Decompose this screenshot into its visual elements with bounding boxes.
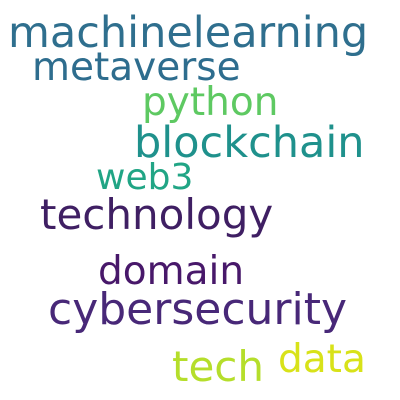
word-metaverse: metaverse bbox=[32, 45, 241, 90]
word-web3: web3 bbox=[96, 157, 194, 198]
word-blockchain: blockchain bbox=[134, 118, 365, 168]
word-domain: domain bbox=[98, 249, 245, 294]
word-tech: tech bbox=[172, 342, 265, 391]
word-cybersecurity: cybersecurity bbox=[48, 284, 347, 335]
word-data: data bbox=[278, 337, 366, 382]
word-python: python bbox=[142, 80, 279, 125]
word-technology: technology bbox=[40, 190, 274, 239]
word-machinelearning: machinelearning bbox=[8, 8, 369, 58]
